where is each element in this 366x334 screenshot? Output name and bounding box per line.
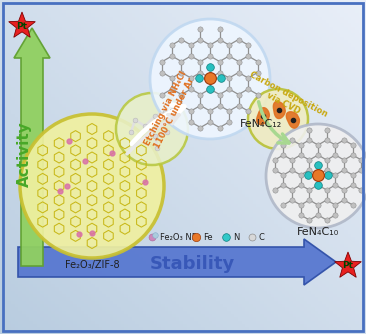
Circle shape (150, 19, 270, 139)
Polygon shape (257, 108, 269, 124)
Text: Pt: Pt (343, 262, 354, 271)
Polygon shape (286, 112, 299, 128)
Text: N: N (233, 232, 239, 241)
Polygon shape (9, 12, 35, 37)
Circle shape (266, 124, 366, 228)
FancyArrow shape (14, 28, 50, 266)
Polygon shape (335, 252, 361, 277)
Text: C: C (259, 232, 265, 241)
Text: FeN₄C₁₂: FeN₄C₁₂ (240, 119, 282, 129)
Circle shape (116, 93, 188, 165)
Text: Stability: Stability (149, 255, 235, 273)
Text: Fe₂O₃/ZIF-8: Fe₂O₃/ZIF-8 (65, 260, 119, 270)
Circle shape (20, 114, 164, 258)
Text: Pt: Pt (16, 21, 27, 30)
Polygon shape (273, 102, 285, 119)
Circle shape (248, 89, 308, 149)
Text: Activity: Activity (16, 121, 31, 187)
FancyArrow shape (18, 239, 336, 285)
Text: Etching via NH₄Cl
1100°C under Ar: Etching via NH₄Cl 1100°C under Ar (143, 70, 197, 152)
Text: FeN₄C₁₀: FeN₄C₁₀ (297, 227, 339, 237)
Text: Fe₂O₃ NP: Fe₂O₃ NP (160, 232, 197, 241)
Text: Carbon deposition
via CVD: Carbon deposition via CVD (243, 70, 329, 128)
Text: Fe: Fe (203, 232, 213, 241)
